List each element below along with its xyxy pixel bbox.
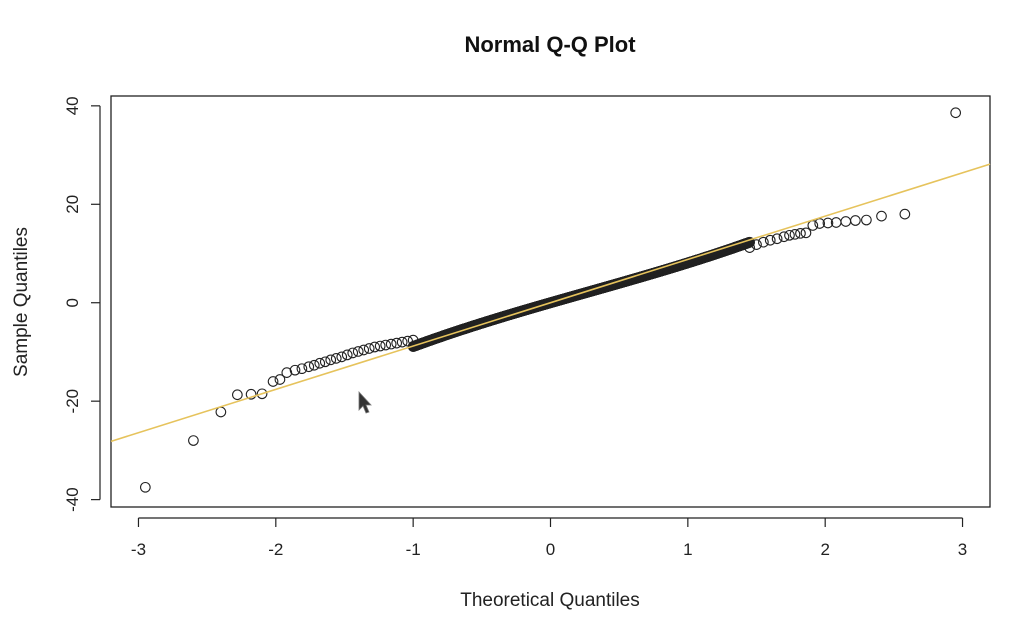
data-point (764, 234, 776, 246)
data-point (303, 361, 315, 373)
data-point (256, 388, 268, 400)
data-point (319, 356, 331, 368)
data-point (314, 357, 326, 369)
data-point (807, 220, 819, 231)
data-point (850, 215, 861, 226)
data-point (380, 339, 392, 351)
data-point (308, 359, 320, 371)
data-point (296, 363, 308, 375)
cursor-arrow-icon (358, 390, 372, 414)
data-point (758, 236, 769, 248)
y-tick-label: -40 (63, 487, 82, 512)
data-point (289, 364, 301, 376)
y-tick-label: 20 (63, 195, 82, 214)
data-point (784, 229, 795, 241)
data-point (899, 208, 911, 220)
x-tick-label: 0 (546, 540, 555, 559)
y-tick-label: -20 (63, 389, 82, 414)
data-point (363, 343, 375, 354)
reference-line (110, 163, 991, 443)
data-point (341, 349, 353, 361)
data-point (385, 338, 397, 350)
y-tick-label: 0 (63, 298, 82, 307)
data-point (232, 389, 243, 401)
data-point (814, 218, 826, 229)
data-point (358, 344, 370, 356)
data-point (795, 227, 806, 239)
data-point (800, 227, 812, 239)
x-axis: -3 -2 -1 0 1 2 3 (131, 517, 967, 559)
y-axis-label: Sample Quantiles (11, 227, 32, 377)
plot-frame (110, 95, 991, 508)
data-point (950, 107, 962, 119)
data-point (822, 217, 834, 229)
data-point (274, 374, 286, 385)
x-tick-label: -3 (131, 540, 146, 559)
data-point (281, 367, 293, 378)
x-tick-label: 1 (683, 540, 692, 559)
data-point (245, 388, 257, 400)
data-point (771, 233, 783, 245)
data-point (188, 435, 199, 446)
data-point (876, 210, 887, 222)
data-point (396, 336, 408, 348)
data-points (139, 107, 962, 493)
x-tick-label: 3 (958, 540, 967, 559)
reference-line-group (110, 163, 991, 443)
data-point (352, 346, 364, 357)
x-tick-label: -1 (406, 540, 421, 559)
data-point (330, 353, 342, 364)
data-point (369, 341, 381, 353)
y-tick-label: 40 (63, 96, 82, 115)
x-axis-label: Theoretical Quantiles (460, 590, 640, 611)
data-point (347, 347, 359, 359)
data-point (840, 216, 852, 227)
data-point (267, 376, 279, 387)
data-point (139, 481, 151, 493)
data-point (336, 351, 348, 363)
data-point (778, 231, 790, 243)
y-axis: -40 -20 0 20 40 (63, 96, 101, 512)
data-point (215, 406, 227, 418)
chart-title: Normal Q-Q Plot (464, 32, 636, 57)
data-point (374, 340, 386, 352)
x-tick-label: 2 (820, 540, 829, 559)
data-point (789, 228, 801, 240)
data-point (861, 214, 872, 226)
data-point (391, 337, 403, 349)
x-tick-label: -2 (268, 540, 283, 559)
data-point (325, 354, 337, 366)
